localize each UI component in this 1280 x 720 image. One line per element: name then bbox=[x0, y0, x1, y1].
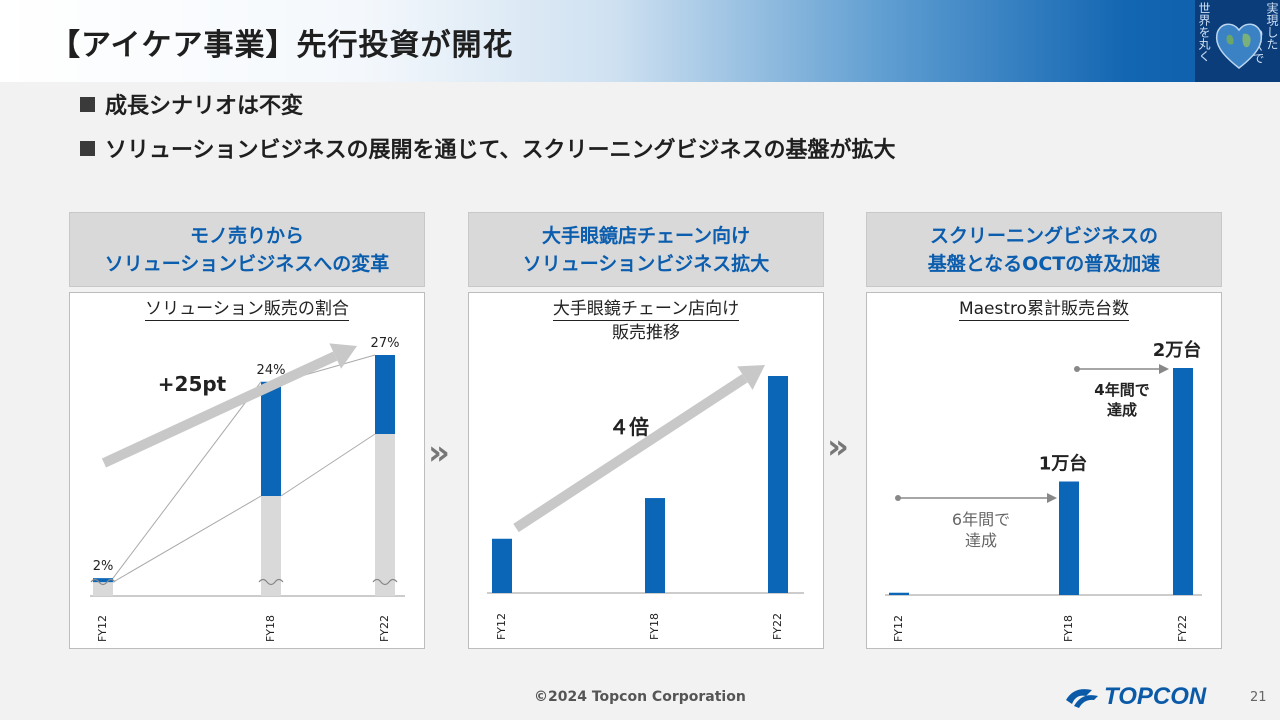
growth-annotation: ４倍 bbox=[609, 415, 649, 439]
panel-2-body: 大手眼鏡チェーン店向け 販売推移 FY12 FY18 FY22 ４倍 bbox=[468, 292, 824, 649]
duration-annotation: 4年間で bbox=[1094, 381, 1149, 399]
growth-arrow-head bbox=[329, 343, 357, 369]
panel-3-body: Maestro累計販売台数 FY12 FY18 1万台 FY22 2万台 6年間で 達成 4年… bbox=[866, 292, 1222, 649]
panel-1-body: ソリューション販売の割合 2% FY12 24% FY18 27% FY22 +25pt bbox=[69, 292, 425, 649]
bar-solution-share bbox=[93, 578, 113, 583]
page-title: 【アイケア事業】先行投資が開花 bbox=[50, 28, 514, 63]
duration-annotation: 達成 bbox=[1107, 401, 1137, 419]
x-tick-label: FY22 bbox=[1176, 615, 1189, 642]
duration-annotation: 達成 bbox=[965, 531, 997, 550]
chevron-right-icon: » bbox=[827, 427, 849, 467]
x-tick-label: FY22 bbox=[771, 613, 784, 640]
data-label: 24% bbox=[257, 363, 286, 378]
connector-line bbox=[280, 433, 376, 497]
data-label: 2万台 bbox=[1153, 339, 1202, 361]
bar bbox=[768, 376, 788, 593]
bar-base bbox=[261, 496, 281, 596]
x-tick-label: FY18 bbox=[1062, 615, 1075, 642]
timeline-arrow-head bbox=[1159, 364, 1169, 374]
connector-line bbox=[112, 381, 262, 579]
growth-arrow bbox=[513, 373, 748, 533]
svg-text:TOPCON: TOPCON bbox=[1104, 683, 1207, 710]
bar-solution-share bbox=[375, 355, 395, 434]
header-band bbox=[0, 0, 1280, 82]
chain-store-sales-chart: FY12 FY18 FY22 ４倍 bbox=[487, 365, 804, 640]
bar bbox=[1059, 481, 1079, 595]
x-tick-label: FY22 bbox=[378, 615, 391, 642]
bullet-list: 成長シナリオは不変 ソリューションビジネスの展開を通じて、スクリーニングビジネス… bbox=[80, 92, 895, 180]
deco-text-1: 実現した bbox=[1265, 2, 1279, 50]
panel-3-heading: スクリーニングビジネスの 基盤となるOCTの普及加速 bbox=[866, 212, 1222, 287]
bar bbox=[645, 498, 665, 593]
timeline-arrow-head bbox=[1047, 493, 1057, 503]
page-number: 21 bbox=[1250, 690, 1267, 705]
copyright: ©2024 Topcon Corporation bbox=[534, 689, 746, 705]
x-tick-label: FY18 bbox=[648, 613, 661, 640]
connector-line bbox=[112, 495, 262, 583]
bar bbox=[1173, 368, 1193, 595]
data-label: 2% bbox=[93, 559, 114, 574]
bar-base bbox=[93, 582, 113, 596]
growth-annotation: +25pt bbox=[158, 372, 227, 396]
panel-2-heading: 大手眼鏡店チェーン向け ソリューションビジネス拡大 bbox=[468, 212, 824, 287]
bullet-item: 成長シナリオは不変 bbox=[80, 92, 895, 136]
axis-break-icon bbox=[90, 578, 116, 586]
x-tick-label: FY12 bbox=[892, 615, 905, 642]
bullet-square-icon bbox=[80, 141, 95, 156]
bar-base bbox=[375, 434, 395, 596]
header-decoration: 実現した 世界を丸く ＤＸで bbox=[1195, 0, 1280, 82]
x-tick-label: FY12 bbox=[495, 613, 508, 640]
axis-break-icon bbox=[372, 578, 398, 586]
x-tick-label: FY18 bbox=[264, 615, 277, 642]
data-label: 1万台 bbox=[1039, 453, 1088, 475]
axis-break-icon bbox=[258, 578, 284, 586]
panel-1-heading: モノ売りから ソリューションビジネスへの変革 bbox=[69, 212, 425, 287]
panel-3-subtitle: Maestro累計販売台数 bbox=[958, 299, 1130, 321]
data-label: 27% bbox=[371, 336, 400, 351]
growth-arrow bbox=[101, 351, 338, 468]
bar bbox=[889, 592, 909, 595]
chevron-right-icon: » bbox=[428, 433, 450, 473]
topcon-logo: TOPCON bbox=[1064, 678, 1224, 716]
duration-annotation: 6年間で bbox=[952, 510, 1010, 529]
globe-heart-icon bbox=[1215, 23, 1263, 69]
x-tick-label: FY12 bbox=[96, 615, 109, 642]
bullet-item: ソリューションビジネスの展開を通じて、スクリーニングビジネスの基盤が拡大 bbox=[80, 136, 895, 180]
bar bbox=[492, 538, 512, 593]
bullet-square-icon bbox=[80, 97, 95, 112]
panel-2-subtitle: 大手眼鏡チェーン店向け 販売推移 bbox=[552, 299, 740, 343]
panel-1-subtitle: ソリューション販売の割合 bbox=[145, 299, 349, 321]
growth-arrow-head bbox=[737, 365, 765, 390]
solution-ratio-chart: 2% FY12 24% FY18 27% FY22 +25pt bbox=[90, 336, 405, 642]
bar-solution-share bbox=[261, 381, 281, 496]
deco-text-2: 世界を丸く bbox=[1197, 2, 1211, 62]
